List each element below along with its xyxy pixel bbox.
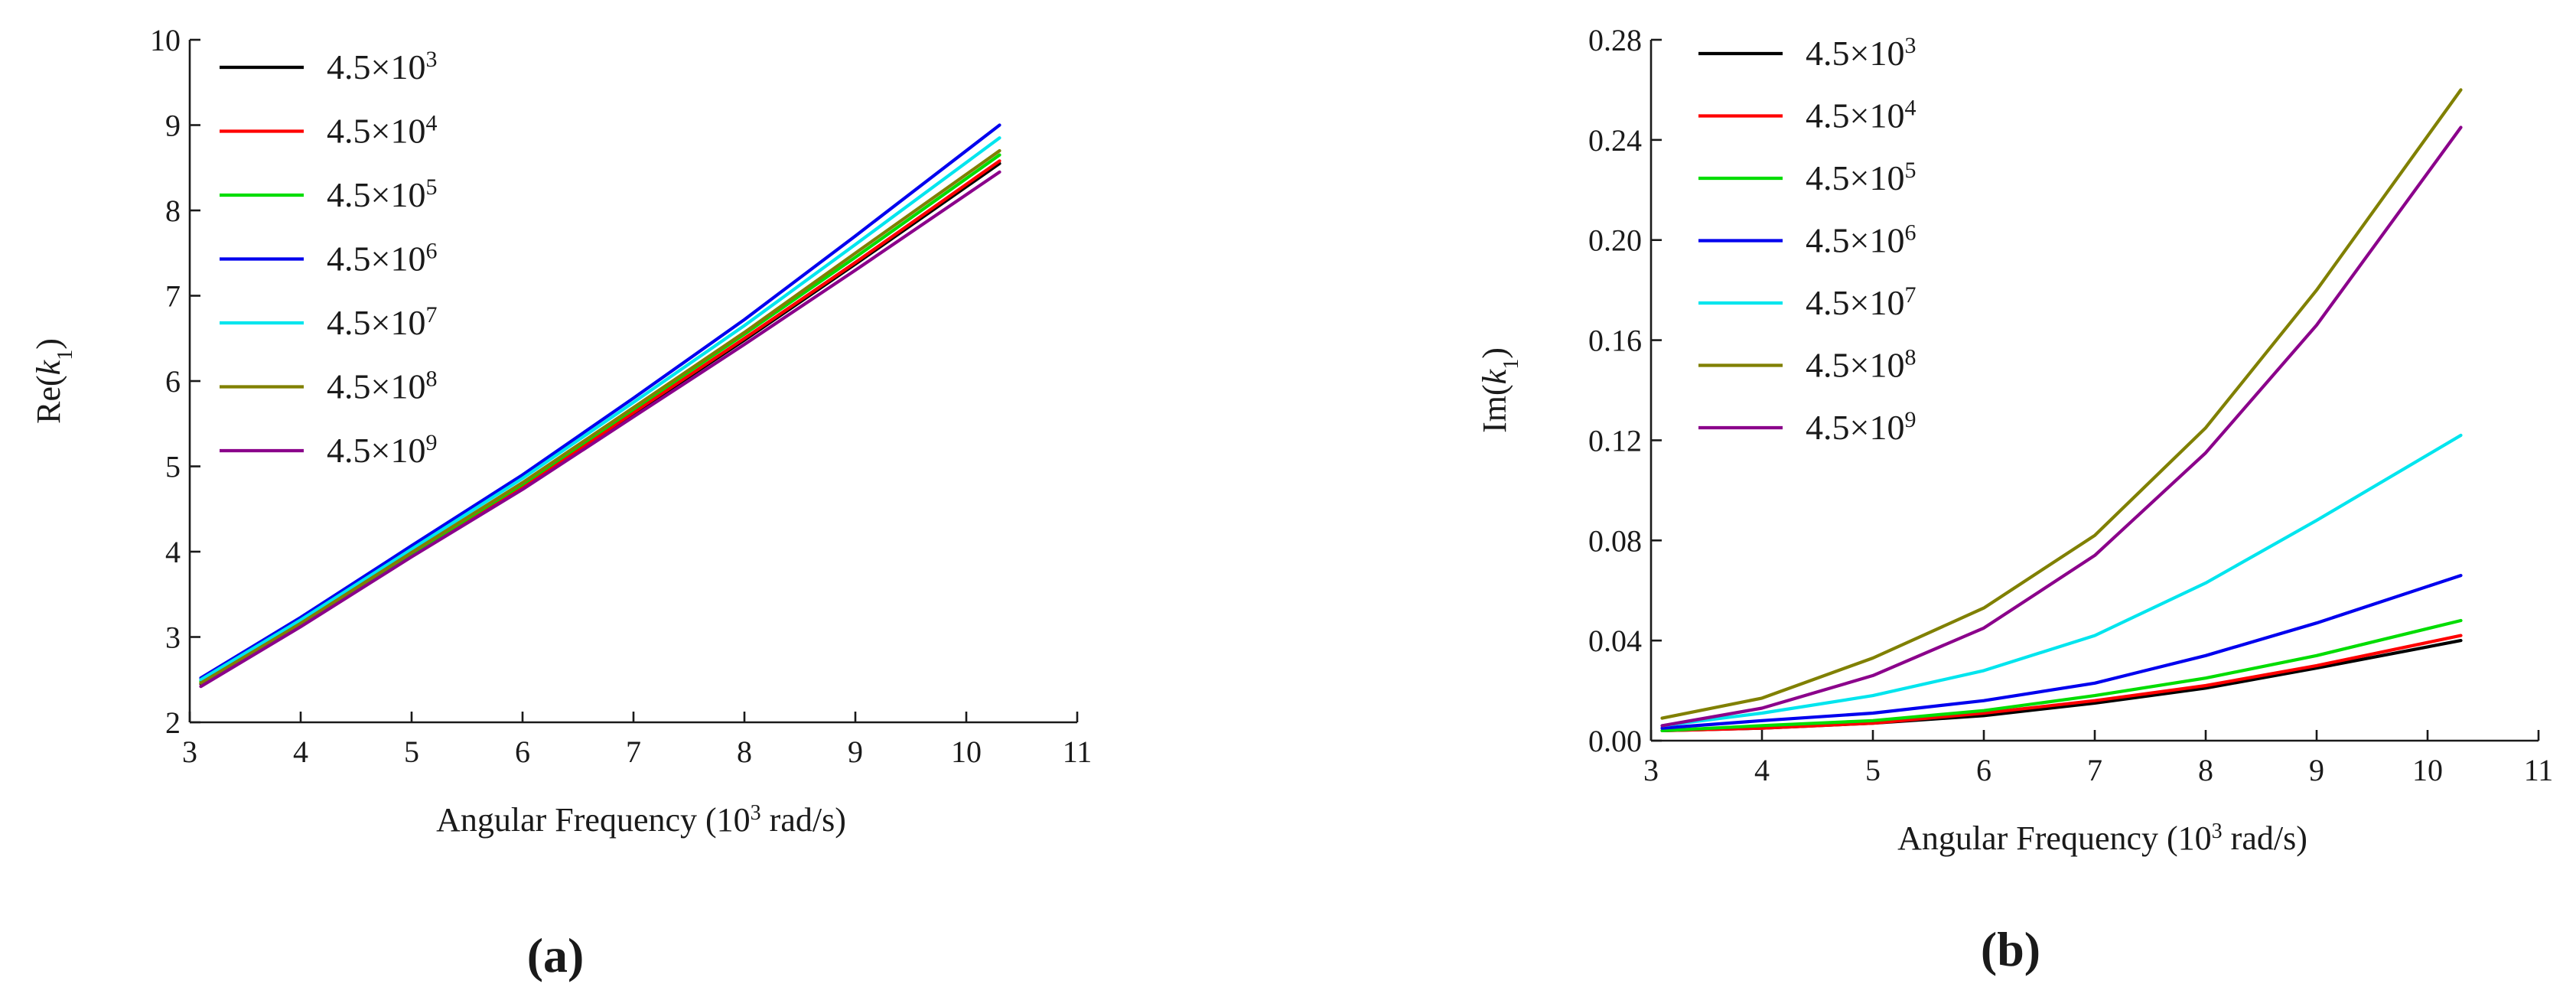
x-tick-label: 9: [2309, 753, 2324, 787]
legend-entry-label: 4.5×108: [327, 366, 437, 406]
series-line-3: [1660, 638, 2463, 733]
x-tick-label: 6: [515, 735, 530, 769]
x-tick-label: 5: [1865, 753, 1881, 787]
x-tick-label: 8: [737, 735, 752, 769]
series-line-6: [199, 123, 1001, 680]
legend-entry-label: 4.5×107: [327, 302, 437, 343]
legend-entry-label: 4.5×107: [1806, 282, 1916, 323]
legend-entry-label: 4.5×106: [327, 238, 437, 279]
x-tick-label: 6: [1976, 753, 1991, 787]
y-tick-label: 2: [165, 705, 181, 740]
y-tick-label: 7: [165, 279, 181, 314]
y-tick-label: 0.12: [1588, 423, 1642, 458]
y-tick-label: 8: [165, 194, 181, 228]
y-tick-label: 0.28: [1588, 23, 1642, 57]
y-tick-label: 10: [150, 23, 181, 57]
legend-entry-label: 4.5×106: [1806, 220, 1916, 260]
series-line-6: [1660, 573, 2463, 730]
legend-entry-label: 4.5×105: [327, 174, 437, 215]
y-tick-label: 0.04: [1588, 624, 1642, 658]
x-tick-label: 7: [2087, 753, 2102, 787]
series-line-5: [1660, 618, 2463, 733]
panel-label: (b): [1981, 922, 2040, 976]
legend-entry-label: 4.5×104: [327, 110, 437, 151]
series-line-4: [1660, 634, 2463, 733]
chart-panel-b: 3 4 5 6 7 8 9 10 11 0.00 0.04 0.08 0.12 0.16 0.20 0.24 0…: [1476, 23, 2553, 976]
y-tick-label: 4: [165, 535, 181, 569]
series-line-9: [199, 170, 1001, 689]
x-axis-title: Angular Frequency (103 rad/s): [1897, 819, 2307, 858]
y-tick-label: 6: [165, 364, 181, 399]
y-tick-label: 5: [165, 450, 181, 484]
x-tick-label: 4: [293, 735, 308, 769]
x-tick-label: 5: [404, 735, 419, 769]
y-tick-label: 0.16: [1588, 324, 1642, 358]
legend-entry-label: 4.5×109: [1806, 407, 1916, 448]
series-line-9: [1660, 125, 2463, 728]
y-tick-label: 0.00: [1588, 724, 1642, 758]
x-axis-title: Angular Frequency (103 rad/s): [436, 801, 846, 839]
y-tick-label: 0.24: [1588, 123, 1642, 158]
x-tick-label: 3: [1643, 753, 1659, 787]
legend-entry-label: 4.5×103: [327, 47, 437, 87]
y-axis-title: Re(k1): [30, 338, 77, 424]
legend-entry-label: 4.5×108: [1806, 344, 1916, 385]
legend-entry-label: 4.5×109: [327, 430, 437, 471]
y-axis-title: Im(k1): [1476, 347, 1523, 433]
y-tick-label: 9: [165, 109, 181, 143]
legend-entry-label: 4.5×103: [1806, 33, 1916, 73]
series-line-8: [1660, 88, 2463, 720]
series-line-7: [199, 136, 1001, 682]
x-tick-label: 7: [626, 735, 641, 769]
x-tick-label: 3: [182, 735, 197, 769]
x-tick-label: 10: [951, 735, 982, 769]
y-tick-label: 0.20: [1588, 223, 1642, 258]
y-tick-label: 0.08: [1588, 523, 1642, 558]
x-tick-label: 9: [848, 735, 863, 769]
x-tick-label: 11: [1063, 735, 1093, 769]
legend-entry-label: 4.5×104: [1806, 95, 1916, 135]
series-line-7: [1660, 433, 2463, 728]
x-tick-label: 10: [2412, 753, 2443, 787]
y-tick-label: 3: [165, 621, 181, 655]
panel-label: (a): [527, 928, 585, 982]
x-tick-label: 11: [2524, 753, 2554, 787]
x-tick-label: 4: [1754, 753, 1770, 787]
x-tick-label: 8: [2198, 753, 2213, 787]
series-line-8: [199, 148, 1001, 685]
legend-entry-label: 4.5×105: [1806, 158, 1916, 198]
